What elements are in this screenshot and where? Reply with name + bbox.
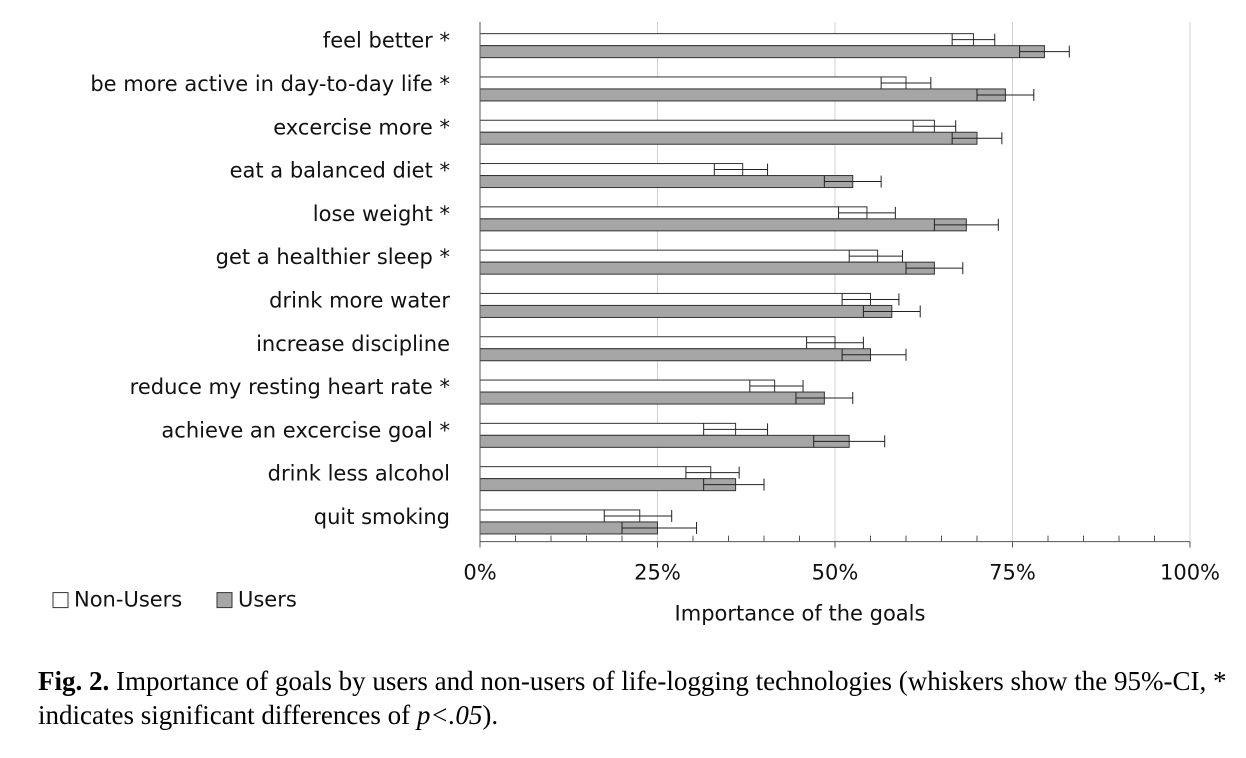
category-label: lose weight * bbox=[313, 202, 450, 226]
category-label: eat a balanced diet * bbox=[230, 159, 450, 183]
legend-swatch-non-users bbox=[52, 592, 69, 609]
category-label: feel better * bbox=[323, 29, 450, 53]
bar-non-users bbox=[479, 379, 776, 393]
category-label: drink less alcohol bbox=[268, 462, 450, 486]
bar-users bbox=[479, 88, 1006, 102]
bar-non-users bbox=[479, 206, 868, 220]
caption-text: Importance of goals by users and non-use… bbox=[38, 666, 1227, 730]
caption-p-value: p<.05 bbox=[416, 700, 483, 730]
category-label: excercise more * bbox=[273, 115, 450, 139]
bar-users bbox=[479, 391, 825, 405]
x-axis: 0% 25% 50% 75% 100% Importance of the goals bbox=[463, 22, 1220, 626]
gridlines bbox=[657, 22, 1191, 542]
x-axis-title: Importance of the goals bbox=[675, 602, 926, 626]
legend: Non-Users Users bbox=[52, 588, 297, 612]
bar-non-users bbox=[479, 76, 907, 90]
bar-non-users bbox=[479, 119, 935, 133]
bar-users bbox=[479, 131, 978, 145]
legend-label: Users bbox=[238, 588, 297, 612]
bar-users bbox=[479, 348, 871, 362]
bar-users bbox=[479, 175, 854, 189]
bar-users bbox=[479, 478, 737, 492]
bar-users bbox=[479, 434, 850, 448]
tick-label: 25% bbox=[634, 561, 681, 585]
bar-users bbox=[479, 261, 935, 275]
tick-label: 50% bbox=[812, 561, 859, 585]
bar-non-users bbox=[479, 336, 836, 350]
bar-non-users bbox=[479, 292, 871, 306]
tick-label: 75% bbox=[989, 561, 1036, 585]
caption-text-end: ). bbox=[482, 700, 499, 730]
tick-label: 100% bbox=[1160, 561, 1220, 585]
bar-non-users bbox=[479, 466, 712, 480]
category-label: be more active in day-to-day life * bbox=[90, 72, 450, 96]
category-label: get a healthier sleep * bbox=[216, 245, 450, 269]
bar-non-users bbox=[479, 33, 974, 47]
category-label: quit smoking bbox=[314, 505, 450, 529]
bar-non-users bbox=[479, 163, 744, 177]
bar-non-users bbox=[479, 249, 879, 263]
category-label: achieve an excercise goal * bbox=[161, 418, 450, 442]
category-label: increase discipline bbox=[256, 332, 450, 356]
category-labels: feel better * be more active in day-to-da… bbox=[90, 29, 450, 529]
caption-lead: Fig. 2. bbox=[38, 666, 110, 696]
bar-users bbox=[479, 218, 967, 232]
legend-label: Non-Users bbox=[74, 588, 182, 612]
bars bbox=[479, 33, 1070, 535]
category-label: reduce my resting heart rate * bbox=[130, 375, 450, 399]
bar-non-users bbox=[479, 422, 737, 436]
figure-caption: Fig. 2. Importance of goals by users and… bbox=[38, 664, 1238, 732]
bar-users bbox=[479, 304, 893, 318]
legend-swatch-users bbox=[216, 592, 233, 609]
bar-chart: feel better * be more active in day-to-da… bbox=[52, 22, 1220, 626]
bar-users bbox=[479, 45, 1045, 59]
category-label: drink more water bbox=[269, 288, 450, 312]
tick-label: 0% bbox=[463, 561, 496, 585]
